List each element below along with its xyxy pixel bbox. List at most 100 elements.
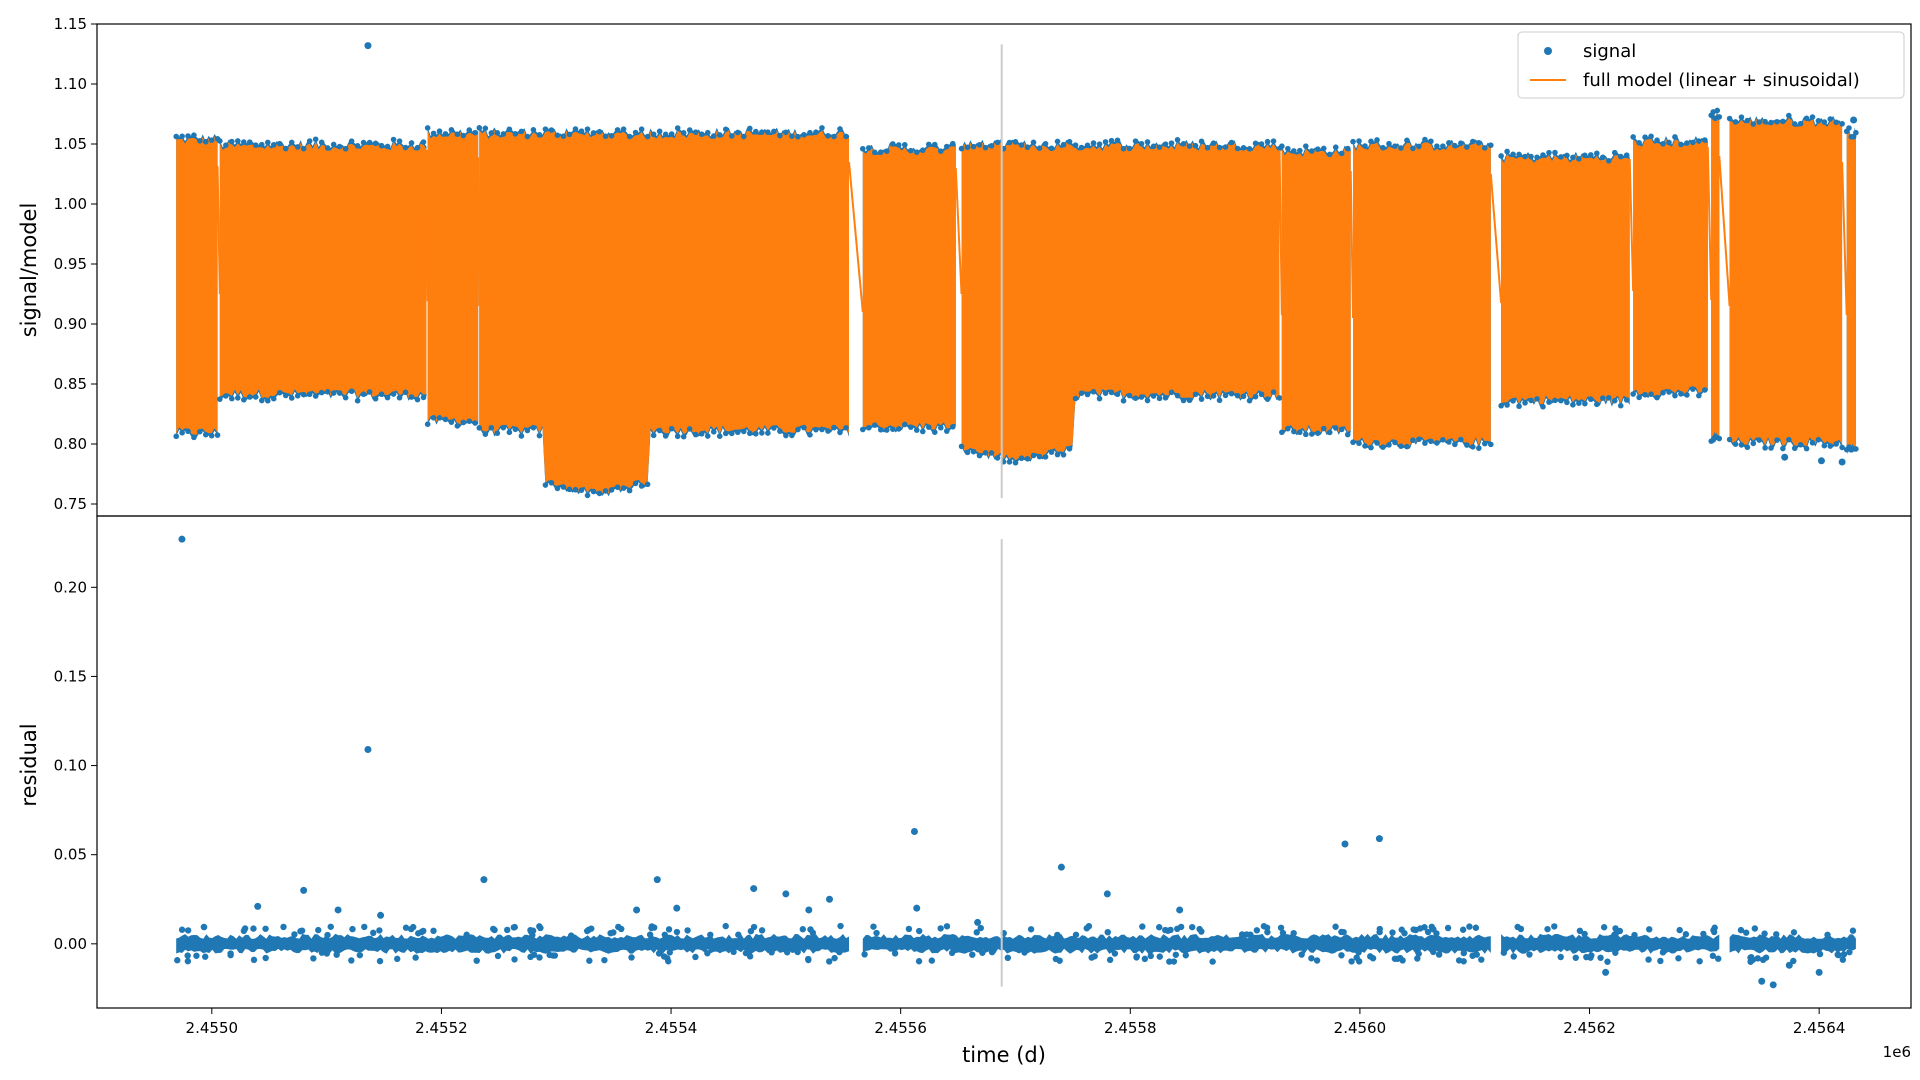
signal-point: [472, 420, 478, 426]
signal-point: [494, 130, 501, 136]
signal-point: [1222, 144, 1229, 150]
signal-point: [1350, 138, 1356, 145]
residual-outlier-point: [1057, 863, 1065, 871]
signal-point: [1186, 143, 1193, 149]
signal-point: [1582, 400, 1588, 407]
signal-point: [1314, 430, 1321, 436]
signal-point: [1611, 397, 1618, 404]
residual-point: [1604, 958, 1611, 965]
signal-point: [524, 133, 531, 140]
signal-point: [488, 425, 495, 431]
model-connector-line: [954, 167, 963, 295]
signal-point: [759, 129, 765, 135]
residual-point: [628, 954, 635, 961]
signal-point: [1030, 139, 1037, 146]
signal-point: [1168, 389, 1175, 396]
signal-point: [264, 139, 271, 146]
signal-point: [179, 133, 185, 140]
residual-point: [420, 927, 427, 935]
signal-point: [889, 141, 896, 147]
signal-point: [372, 140, 379, 147]
residual-outlier-point: [974, 918, 982, 926]
signal-point: [185, 428, 191, 435]
signal-point: [324, 389, 331, 395]
residual-point: [1253, 927, 1261, 934]
residual-point: [1139, 923, 1146, 930]
signal-point: [1510, 151, 1516, 158]
bottom-y-tick-label: 0.00: [54, 935, 87, 953]
x-tick-label: 2.4560: [1334, 1019, 1387, 1037]
signal-point: [895, 426, 902, 432]
signal-point: [560, 133, 567, 139]
signal-point: [1291, 428, 1297, 435]
top-y-tick-label: 1.05: [54, 135, 87, 153]
signal-point: [378, 142, 385, 149]
legend-label-model: full model (linear + sinusoidal): [1583, 70, 1860, 91]
signal-point: [1636, 394, 1642, 401]
signal-point: [258, 397, 265, 404]
residual-point: [1742, 929, 1750, 936]
signal-point: [1380, 444, 1386, 450]
signal-point: [1320, 145, 1327, 152]
signal-point: [1006, 459, 1013, 465]
signal-point: [1228, 390, 1235, 397]
residual-point: [655, 950, 663, 957]
signal-point: [276, 140, 283, 147]
signal-point: [837, 126, 843, 132]
signal-outlier-point: [1817, 457, 1825, 465]
signal-point: [1338, 150, 1345, 157]
signal-point: [1252, 140, 1259, 147]
signal-point: [208, 432, 215, 439]
signal-point: [1234, 392, 1241, 399]
signal-point: [466, 418, 473, 424]
signal-point: [408, 140, 415, 146]
signal-point: [1714, 107, 1721, 114]
signal-point: [1252, 393, 1259, 400]
signal-point: [1821, 119, 1828, 125]
signal-point: [1162, 141, 1169, 147]
signal-point: [976, 142, 983, 148]
residual-point: [1790, 957, 1797, 965]
signal-point: [1642, 134, 1648, 140]
signal-point: [883, 148, 890, 154]
residual-point: [324, 931, 331, 939]
residual-point: [1088, 954, 1095, 961]
residual-point: [567, 932, 575, 939]
signal-point: [390, 136, 397, 143]
signal-point: [1066, 138, 1073, 145]
signal-point: [813, 426, 819, 433]
signal-point: [1048, 449, 1055, 455]
signal-point: [524, 427, 531, 434]
signal-point: [1398, 443, 1404, 449]
signal-point: [638, 483, 645, 489]
signal-point: [1522, 153, 1528, 160]
residual-point: [318, 949, 326, 956]
signal-point: [252, 394, 259, 400]
model-connector-line: [425, 149, 429, 302]
signal-point: [1326, 429, 1333, 436]
signal-point: [1570, 154, 1576, 161]
signal-point: [680, 130, 687, 136]
signal-point: [235, 138, 241, 144]
signal-point: [202, 138, 209, 145]
signal-point: [1452, 441, 1458, 448]
top-y-tick-label: 1.10: [54, 75, 87, 93]
signal-point: [191, 132, 197, 138]
signal-point: [1546, 399, 1552, 405]
residual-point: [873, 929, 880, 937]
signal-point: [1228, 139, 1235, 146]
signal-point: [1853, 446, 1859, 452]
signal-point: [590, 130, 597, 136]
model-line-band: [1353, 142, 1491, 447]
bottom-y-tick-label: 0.20: [54, 578, 87, 596]
signal-point: [1018, 455, 1025, 462]
signal-point: [1210, 393, 1217, 399]
residual-outlier-point: [1785, 961, 1793, 969]
signal-point: [336, 390, 343, 396]
residual-point: [1104, 928, 1111, 936]
residual-point: [376, 927, 383, 934]
signal-point: [566, 486, 573, 493]
residual-point: [826, 958, 833, 965]
signal-point: [420, 139, 427, 145]
signal-point: [1696, 138, 1702, 144]
